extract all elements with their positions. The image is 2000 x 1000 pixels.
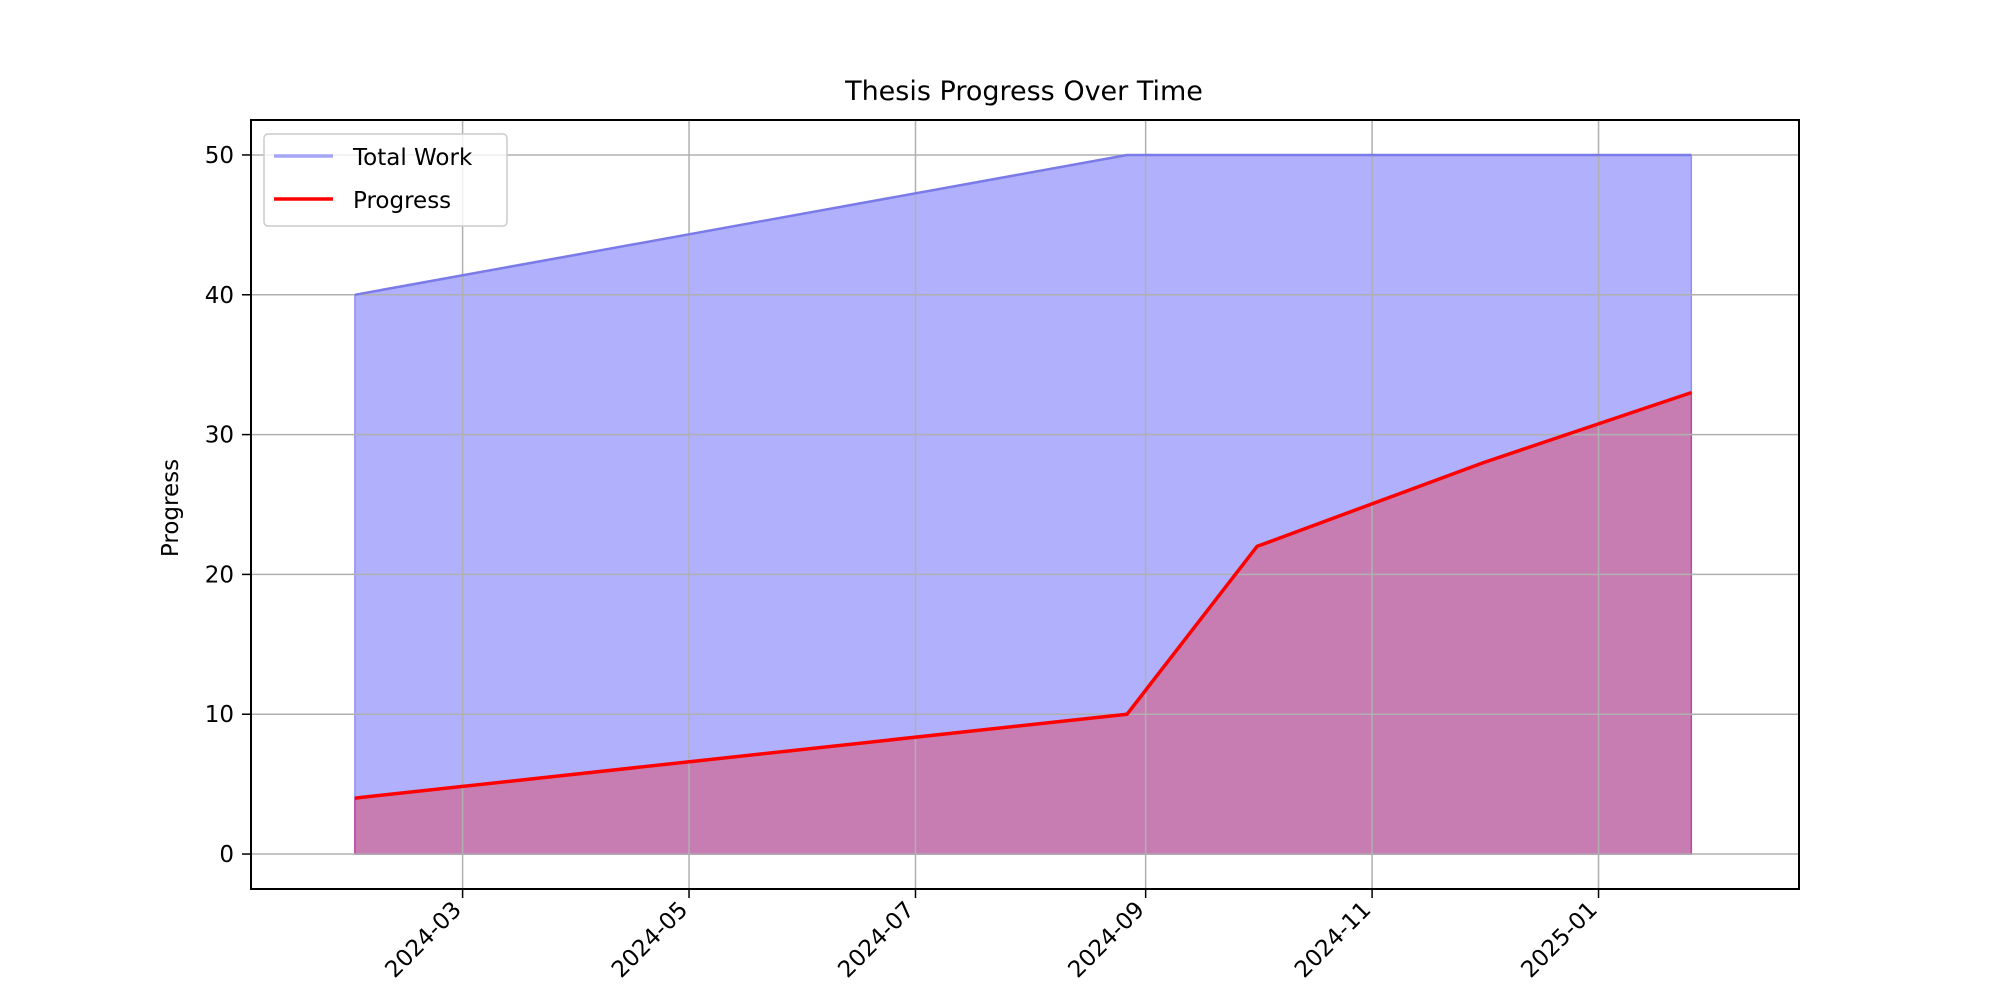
axes-frame [250,119,1800,890]
x-tick-label: 2024-05 [607,897,693,983]
legend-label-total-work: Total Work [352,145,473,171]
y-axis-label: Progress [158,459,184,557]
y-tick-label: 40 [205,283,234,309]
y-tick-label: 0 [219,842,234,868]
y-tick-label: 30 [205,423,234,449]
x-tick-label: 2024-11 [1290,897,1376,983]
x-tick-label: 2024-09 [1064,897,1150,983]
y-tick-label: 20 [205,562,234,588]
plot-area: 2024-03 2024-05 2024-07 2024-09 2024-11 2025-… [205,119,1800,983]
x-tick-label: 2024-07 [833,897,919,983]
legend-label-progress: Progress [353,188,451,214]
x-tick-label: 2025-01 [1516,897,1602,983]
legend: Total Work Progress [263,133,508,227]
chart-title: Thesis Progress Over Time [844,76,1203,107]
y-tick-label: 50 [205,143,234,169]
y-tick-label: 10 [205,702,234,728]
x-tick-label: 2024-03 [380,897,466,983]
